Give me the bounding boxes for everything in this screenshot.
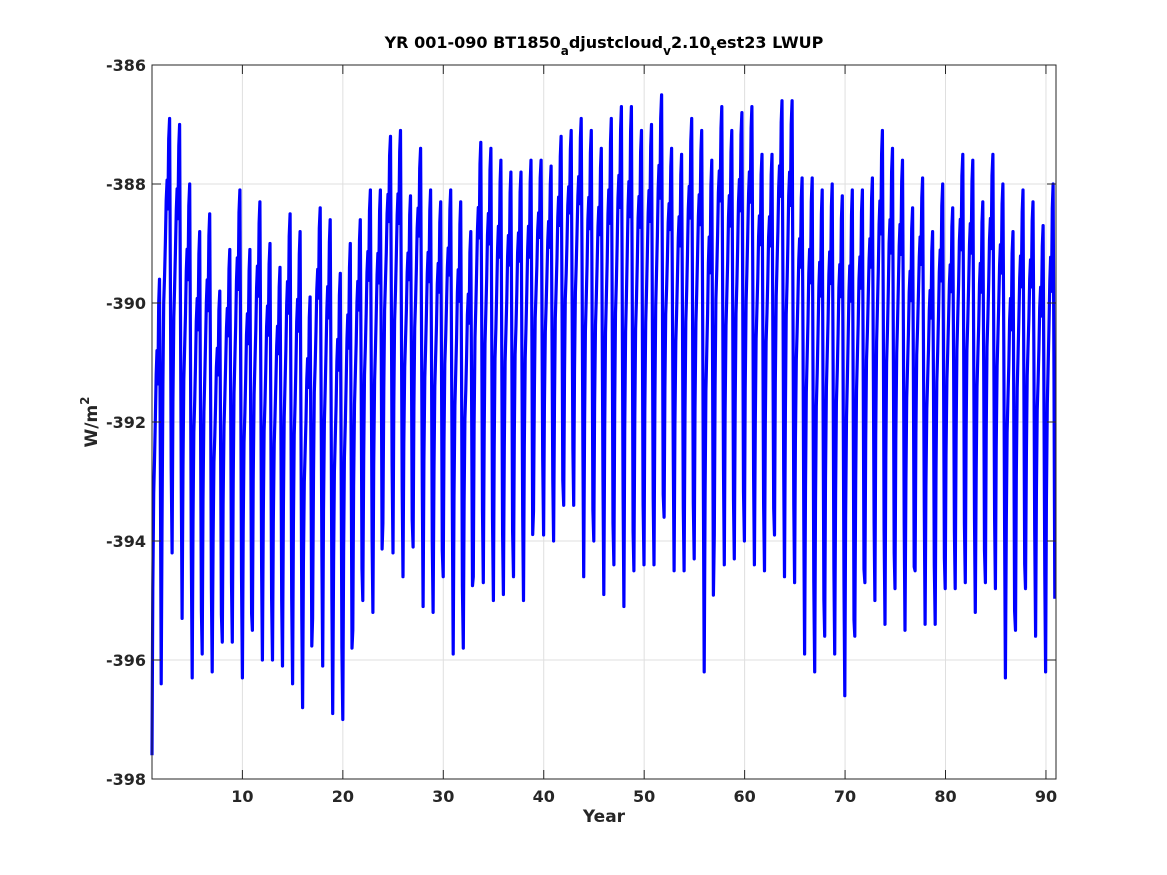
x-tick-label: 10 xyxy=(231,787,253,806)
x-tick-label: 90 xyxy=(1035,787,1057,806)
y-axis-label-superscript: 2 xyxy=(78,396,92,404)
title-part-5: t xyxy=(710,44,716,58)
x-tick-label: 50 xyxy=(633,787,655,806)
x-tick-label: 60 xyxy=(733,787,755,806)
y-tick-label: -388 xyxy=(106,175,146,194)
y-axis-label-base: W/m xyxy=(82,405,102,448)
y-tick-label: -396 xyxy=(106,651,146,670)
y-tick-label: -386 xyxy=(106,56,146,75)
y-axis: -398 -396 -394 -392 -390 -388 -386 xyxy=(106,56,1056,789)
y-tick-label: -392 xyxy=(106,413,146,432)
title-part-4: 2.10 xyxy=(671,33,710,52)
y-tick-label: -398 xyxy=(106,770,146,789)
title-part-1: a xyxy=(561,44,569,58)
x-tick-label: 70 xyxy=(834,787,856,806)
y-axis-label: W/m2 xyxy=(78,396,102,447)
title-part-0: YR 001-090 BT1850 xyxy=(384,33,561,52)
x-tick-label: 30 xyxy=(432,787,454,806)
chart-title: YR 001-090 BT1850adjustcloudv2.10test23 … xyxy=(384,33,824,58)
y-tick-label: -390 xyxy=(106,294,146,313)
x-tick-label: 40 xyxy=(533,787,555,806)
title-part-3: v xyxy=(663,44,671,58)
series-layer xyxy=(150,93,1057,756)
title-part-6: est23 LWUP xyxy=(716,33,823,52)
series-line-lwup xyxy=(150,93,1057,756)
title-part-2: djustcloud xyxy=(569,33,663,52)
x-tick-label: 80 xyxy=(934,787,956,806)
x-axis-label: Year xyxy=(582,807,626,827)
x-tick-label: 20 xyxy=(332,787,354,806)
x-axis: 10 20 30 40 50 60 70 80 90 xyxy=(231,65,1057,806)
y-tick-label: -394 xyxy=(106,532,146,551)
